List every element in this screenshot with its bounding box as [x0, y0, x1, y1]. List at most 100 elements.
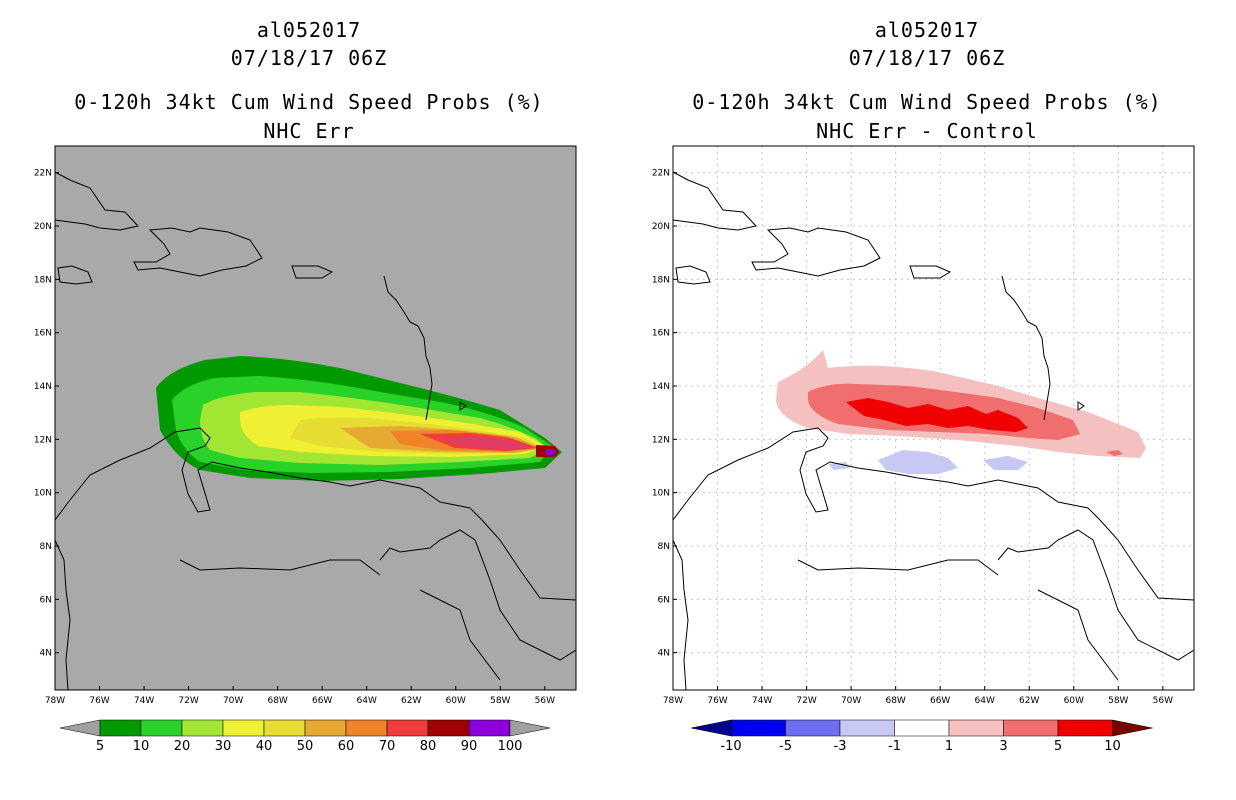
map-figure: 22N 20N 18N 16N 14N 12N 10N 8N 6N 4N 78W 76W 74W 72W… — [652, 145, 1195, 754]
lon-label: 74W — [752, 696, 772, 706]
colorbar-label: 1 — [945, 739, 953, 754]
lon-label: 66W — [930, 696, 950, 706]
diff-neg-1c — [828, 462, 850, 470]
colorbar-label: 70 — [379, 739, 396, 754]
lon-label: 56W — [1153, 696, 1173, 706]
lon-label: 78W — [45, 696, 65, 706]
lon-label: 62W — [401, 696, 421, 706]
colorbar-swatch — [140, 719, 183, 737]
lon-label: 56W — [535, 696, 555, 706]
lon-label: 62W — [1019, 696, 1039, 706]
coastline-cuba — [55, 171, 139, 231]
colorbar-label: 20 — [174, 739, 191, 754]
lat-label: 22N — [34, 169, 52, 179]
datetime: 07/18/17 06Z — [848, 46, 1006, 70]
colorbar-swatch — [730, 719, 786, 737]
lat-label: 22N — [652, 169, 670, 179]
storm-id: al052017 — [874, 18, 980, 42]
lon-label: 58W — [490, 696, 510, 706]
colorbar-label: -3 — [834, 739, 847, 754]
lat-label: 10N — [34, 489, 52, 499]
lat-label: 20N — [652, 222, 670, 232]
colorbar: 5 10 20 30 40 50 60 70 80 90 100 — [59, 719, 551, 754]
colorbar-label: -10 — [720, 739, 741, 754]
coastline-puerto-rico — [291, 265, 334, 279]
difference-field — [776, 350, 1146, 474]
lon-label: 64W — [357, 696, 377, 706]
lat-label: 8N — [40, 542, 52, 552]
coastlines — [55, 171, 576, 690]
coastline-hispaniola — [133, 227, 263, 277]
coastline-guyana — [997, 529, 1194, 661]
lon-label: 70W — [841, 696, 861, 706]
colorbar-swatch — [181, 719, 224, 737]
right-panel: al052017 07/18/17 06Z 0-120h 34kt Cum Wi… — [618, 0, 1236, 800]
lat-label: 4N — [658, 649, 670, 659]
lon-label: 76W — [89, 696, 109, 706]
lat-label: 16N — [34, 329, 52, 339]
lon-label: 60W — [446, 696, 466, 706]
colorbar-label: 10 — [133, 739, 150, 754]
panel-subtitle: NHC Err - Control — [816, 119, 1038, 143]
lon-label: 66W — [312, 696, 332, 706]
colorbar-label: 5 — [1054, 739, 1062, 754]
colorbar-arrow-low — [690, 719, 732, 737]
map-figure: 22N 20N 18N 16N 14N 12N 10N 8N 6N 4N 78W 76W 74W 72W… — [34, 145, 577, 754]
lat-label: 8N — [658, 542, 670, 552]
colorbar-label: 10 — [1104, 739, 1121, 754]
left-panel: al052017 07/18/17 06Z 0-120h 34kt Cum Wi… — [34, 18, 577, 754]
colorbar-arrow-high — [509, 719, 551, 737]
colorbar-label: 3 — [999, 739, 1007, 754]
lon-label: 74W — [134, 696, 154, 706]
colorbar-label: 30 — [215, 739, 232, 754]
colorbar-swatch — [222, 719, 265, 737]
lon-label: 78W — [663, 696, 683, 706]
colorbar-swatch — [1057, 719, 1113, 737]
lat-label: 12N — [34, 435, 52, 445]
colorbar-label: 5 — [96, 739, 104, 754]
colorbar-swatch — [468, 719, 511, 737]
colorbar-swatch — [263, 719, 306, 737]
lon-label: 68W — [885, 696, 905, 706]
colorbar-label: -1 — [888, 739, 901, 754]
colorbar-swatch — [345, 719, 388, 737]
colorbar-swatch — [99, 719, 142, 737]
colorbar-swatch — [785, 719, 841, 737]
coastline-venezuela — [55, 427, 576, 601]
colorbar: -10 -5 -3 -1 1 3 5 10 — [690, 719, 1153, 754]
diff-neg-1b — [983, 456, 1028, 470]
probability-swath — [156, 356, 562, 481]
colorbar-swatch — [948, 719, 1004, 737]
diff-neg-1a — [878, 450, 958, 474]
colorbar-arrow-high — [1112, 719, 1153, 737]
lat-label: 4N — [40, 649, 52, 659]
colorbar-label: 40 — [256, 739, 273, 754]
coastline-colombia — [55, 539, 71, 690]
colorbar-swatch — [894, 719, 950, 737]
lat-label: 14N — [34, 382, 52, 392]
colorbar-swatch — [1003, 719, 1059, 737]
lat-label: 16N — [652, 329, 670, 339]
map-frame — [54, 145, 577, 691]
lon-label: 76W — [707, 696, 727, 706]
coastline-jamaica — [57, 265, 93, 285]
latitude-labels: 22N 20N 18N 16N 14N 12N 10N 8N 6N 4N — [652, 169, 677, 659]
colorbar-label: 50 — [297, 739, 314, 754]
lon-label: 72W — [178, 696, 198, 706]
coastline-colombia — [673, 539, 689, 690]
longitude-labels: 78W 76W 74W 72W 70W 68W 66W 64W 62W 60W 58W 56W — [45, 686, 555, 706]
colorbar-label: 80 — [420, 739, 437, 754]
coastline-guyana — [379, 529, 576, 661]
contour-100 — [546, 449, 556, 455]
product-title: 0-120h 34kt Cum Wind Speed Probs (%) — [692, 90, 1162, 114]
lat-label: 18N — [652, 275, 670, 285]
lat-label: 12N — [652, 435, 670, 445]
coastline-puerto-rico — [909, 265, 952, 279]
latitude-labels: 22N 20N 18N 16N 14N 12N 10N 8N 6N 4N — [34, 169, 59, 659]
lat-label: 18N — [34, 275, 52, 285]
colorbar-swatch — [839, 719, 895, 737]
colorbar-label: 60 — [338, 739, 355, 754]
panel-subtitle: NHC Err — [263, 119, 355, 143]
colorbar-label: -5 — [779, 739, 792, 754]
colorbar-arrow-low — [59, 719, 101, 737]
